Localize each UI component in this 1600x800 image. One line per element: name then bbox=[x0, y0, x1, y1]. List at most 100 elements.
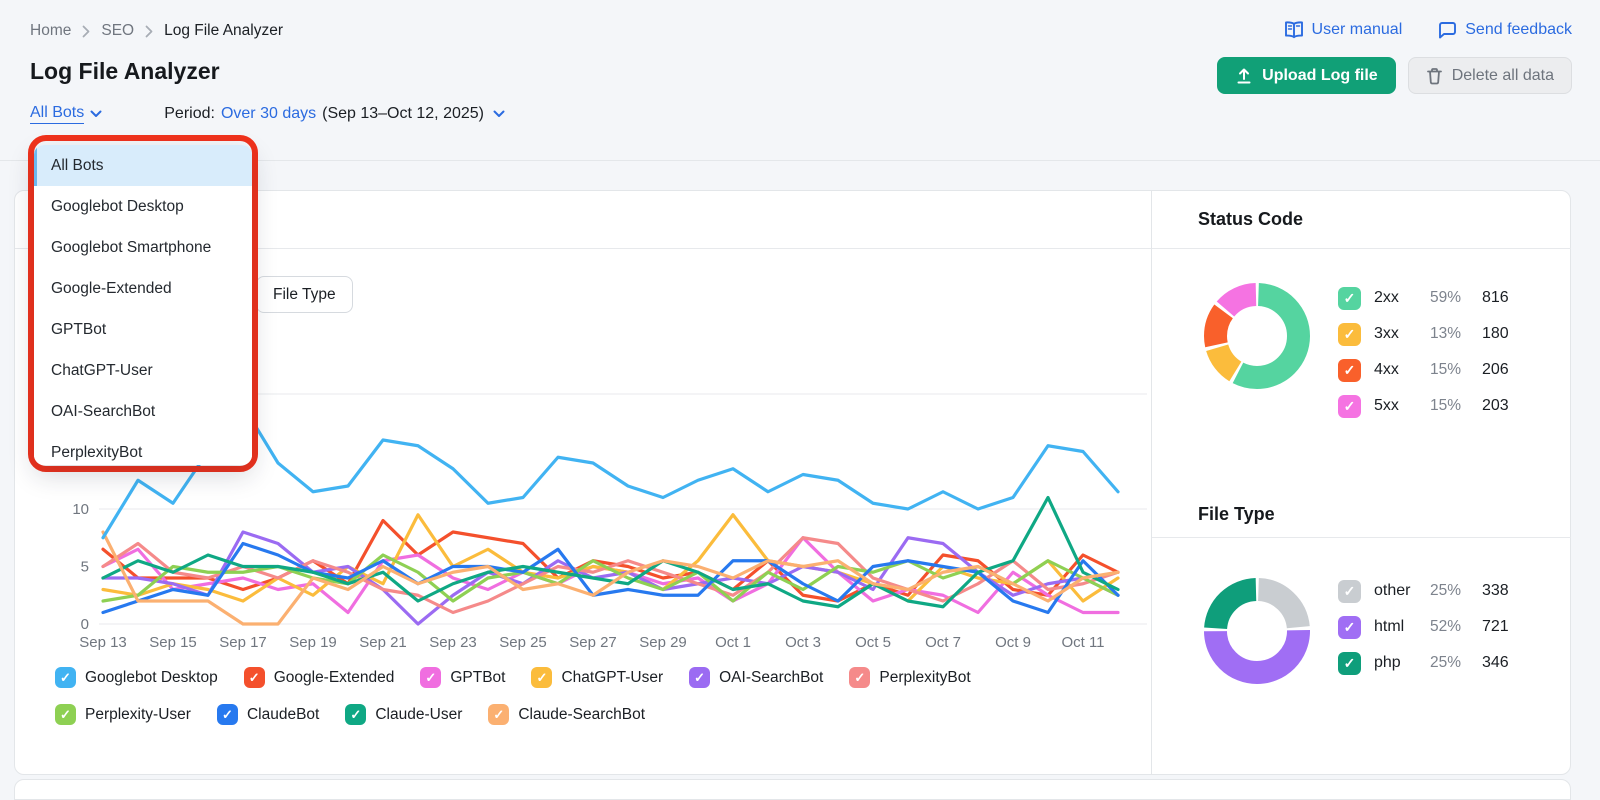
legend-percent: 15% bbox=[1430, 361, 1462, 378]
checkbox-checked-icon[interactable]: ✓ bbox=[1338, 394, 1361, 418]
user-manual-label: User manual bbox=[1311, 21, 1403, 38]
legend-percent: 15% bbox=[1430, 397, 1462, 414]
card-header-divider bbox=[15, 248, 1570, 249]
legend-label: ClaudeBot bbox=[246, 705, 320, 723]
book-icon bbox=[1284, 21, 1304, 39]
dropdown-item-google-extended[interactable]: Google-Extended bbox=[34, 268, 252, 309]
legend-label: ChatGPT-User bbox=[561, 668, 664, 686]
legend-count: 180 bbox=[1482, 325, 1509, 342]
header-divider bbox=[0, 160, 1600, 161]
legend-item-google-extended[interactable]: ✓ Google-Extended bbox=[243, 667, 395, 688]
dropdown-item-chatgpt-user[interactable]: ChatGPT-User bbox=[34, 350, 252, 391]
legend-item-claudebot[interactable]: ✓ ClaudeBot bbox=[216, 704, 320, 725]
status-code-title: Status Code bbox=[1198, 209, 1304, 229]
page-title: Log File Analyzer bbox=[30, 58, 220, 84]
legend-label: GPTBot bbox=[450, 668, 506, 686]
legend-label: 5xx bbox=[1374, 397, 1399, 414]
legend-label: Google-Extended bbox=[273, 668, 395, 686]
upload-log-file-button[interactable]: Upload Log file bbox=[1217, 57, 1396, 94]
send-feedback-link[interactable]: Send feedback bbox=[1438, 21, 1572, 39]
tab-file-type[interactable]: File Type bbox=[256, 276, 353, 313]
legend-item-perplexity-user[interactable]: ✓ Perplexity-User bbox=[55, 704, 191, 725]
dropdown-item-googlebot-smartphone[interactable]: Googlebot Smartphone bbox=[34, 227, 252, 268]
legend-item-oai-searchbot[interactable]: ✓ OAI-SearchBot bbox=[689, 667, 823, 688]
svg-text:Sep 13: Sep 13 bbox=[79, 634, 127, 651]
legend-item-claude-user[interactable]: ✓ Claude-User bbox=[345, 704, 462, 725]
legend-label: PerplexityBot bbox=[879, 668, 971, 686]
filter-row: All Bots Period: Over 30 days (Sep 13–Oc… bbox=[30, 104, 505, 124]
legend-label: Googlebot Desktop bbox=[85, 668, 218, 686]
status-code-header: Status Code bbox=[1152, 191, 1571, 249]
checkbox-checked-icon[interactable]: ✓ bbox=[243, 667, 265, 688]
bot-filter-label: All Bots bbox=[30, 104, 85, 124]
checkbox-checked-icon[interactable]: ✓ bbox=[1338, 615, 1361, 639]
legend-label: 2xx bbox=[1374, 289, 1399, 306]
checkbox-checked-icon[interactable]: ✓ bbox=[849, 667, 871, 688]
checkbox-checked-icon[interactable]: ✓ bbox=[488, 704, 510, 725]
top-links: User manual Send feedback bbox=[1284, 21, 1572, 39]
send-feedback-label: Send feedback bbox=[1465, 21, 1572, 38]
svg-text:Oct 9: Oct 9 bbox=[995, 634, 1031, 651]
legend-label: 4xx bbox=[1374, 361, 1399, 378]
checkbox-checked-icon[interactable]: ✓ bbox=[1338, 286, 1361, 310]
svg-text:Oct 3: Oct 3 bbox=[785, 634, 821, 651]
checkbox-checked-icon[interactable]: ✓ bbox=[689, 667, 711, 688]
legend-row-2xx: ✓ 2xx 59% 816 bbox=[1338, 280, 1509, 316]
checkbox-checked-icon[interactable]: ✓ bbox=[55, 667, 76, 688]
dropdown-item-googlebot-desktop[interactable]: Googlebot Desktop bbox=[34, 186, 252, 227]
legend-count: 721 bbox=[1482, 618, 1509, 635]
breadcrumb-seo[interactable]: SEO bbox=[101, 22, 135, 39]
next-section-card-edge bbox=[14, 779, 1571, 800]
bot-filter-dropdown-menu: All Bots Googlebot Desktop Googlebot Smart… bbox=[34, 145, 252, 465]
legend-item-perplexitybot[interactable]: ✓ PerplexityBot bbox=[849, 667, 971, 688]
svg-text:Sep 19: Sep 19 bbox=[289, 634, 337, 651]
legend-row-5xx: ✓ 5xx 15% 203 bbox=[1338, 388, 1509, 424]
checkbox-checked-icon[interactable]: ✓ bbox=[55, 704, 76, 725]
legend-item-gptbot[interactable]: ✓ GPTBot bbox=[420, 667, 505, 688]
legend-item-googlebot-desktop[interactable]: ✓ Googlebot Desktop bbox=[55, 667, 218, 688]
dropdown-item-gptbot[interactable]: GPTBot bbox=[34, 309, 252, 350]
legend-label: Perplexity-User bbox=[85, 705, 191, 723]
chart-legend-row: ✓ Perplexity-User ✓ ClaudeBot ✓ Claude-User ✓ C… bbox=[55, 698, 971, 731]
legend-label: php bbox=[1374, 654, 1401, 671]
legend-label: OAI-SearchBot bbox=[719, 668, 824, 686]
legend-item-claude-searchbot[interactable]: ✓ Claude-SearchBot bbox=[488, 704, 645, 725]
user-manual-link[interactable]: User manual bbox=[1284, 21, 1403, 39]
speech-bubble-icon bbox=[1438, 21, 1457, 39]
checkbox-checked-icon[interactable]: ✓ bbox=[1338, 651, 1361, 675]
breadcrumb-home[interactable]: Home bbox=[30, 22, 72, 39]
legend-percent: 52% bbox=[1430, 618, 1462, 635]
dropdown-item-all-bots[interactable]: All Bots bbox=[34, 145, 252, 186]
svg-text:0: 0 bbox=[81, 616, 89, 633]
svg-text:Oct 5: Oct 5 bbox=[855, 634, 891, 651]
svg-text:Sep 27: Sep 27 bbox=[569, 634, 617, 651]
bot-filter-dropdown-trigger[interactable]: All Bots bbox=[30, 104, 102, 124]
dropdown-item-oai-searchbot[interactable]: OAI-SearchBot bbox=[34, 391, 252, 432]
checkbox-checked-icon[interactable]: ✓ bbox=[216, 704, 238, 725]
legend-label: Claude-User bbox=[375, 705, 463, 723]
checkbox-checked-icon[interactable]: ✓ bbox=[1338, 322, 1361, 346]
line-series-googlebot-desktop bbox=[101, 403, 1120, 540]
checkbox-checked-icon[interactable]: ✓ bbox=[345, 704, 367, 725]
upload-icon bbox=[1235, 67, 1253, 85]
line-series-claude-searchbot bbox=[101, 530, 1120, 626]
dropdown-item-perplexitybot[interactable]: PerplexityBot bbox=[34, 432, 252, 465]
period-selector[interactable]: Period: Over 30 days (Sep 13–Oct 12, 202… bbox=[164, 105, 505, 123]
chart-legend-row: ✓ Googlebot Desktop ✓ Google-Extended ✓ GPTBo… bbox=[55, 661, 971, 694]
delete-all-data-button[interactable]: Delete all data bbox=[1407, 57, 1572, 94]
checkbox-checked-icon[interactable]: ✓ bbox=[420, 667, 442, 688]
line-series-claude-user bbox=[101, 495, 1120, 609]
checkbox-checked-icon[interactable]: ✓ bbox=[531, 667, 553, 688]
chevron-right-icon bbox=[82, 25, 90, 38]
legend-count: 338 bbox=[1482, 582, 1509, 599]
svg-text:Sep 25: Sep 25 bbox=[499, 634, 547, 651]
line-series-oai-searchbot bbox=[101, 530, 1120, 626]
legend-item-chatgpt-user[interactable]: ✓ ChatGPT-User bbox=[531, 667, 663, 688]
svg-text:10: 10 bbox=[72, 501, 89, 518]
checkbox-checked-icon[interactable]: ✓ bbox=[1338, 579, 1361, 603]
svg-text:Sep 23: Sep 23 bbox=[429, 634, 477, 651]
checkbox-checked-icon[interactable]: ✓ bbox=[1338, 358, 1361, 382]
svg-text:Sep 29: Sep 29 bbox=[639, 634, 687, 651]
